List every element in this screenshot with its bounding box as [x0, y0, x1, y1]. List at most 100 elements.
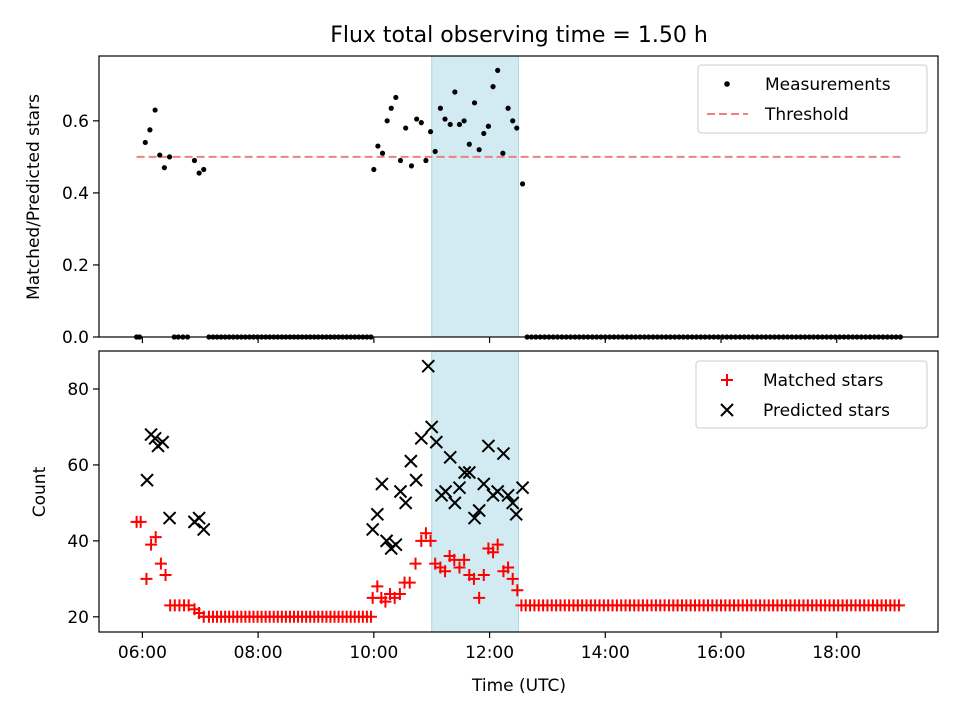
figure-title: Flux total observing time = 1.50 h — [330, 23, 708, 48]
predicted-star-point — [148, 431, 162, 446]
predicted-star-point — [398, 496, 413, 510]
y-tick-label: 60 — [67, 456, 89, 476]
legend-predicted-label: Predicted stars — [763, 401, 890, 421]
predicted-star-point — [477, 477, 491, 491]
top-x-ticks — [141, 337, 838, 343]
matched-star-point — [453, 561, 466, 574]
measurement-point — [437, 105, 443, 111]
predicted-star-point — [467, 511, 482, 525]
x-tick-label: 16:00 — [697, 643, 746, 663]
predicted-star-point — [370, 507, 385, 521]
measurement-point — [166, 154, 173, 160]
predicted-star-point — [162, 511, 177, 525]
predicted-star-point — [509, 507, 523, 521]
predicted-star-point — [496, 446, 511, 461]
predicted-star-point — [409, 473, 423, 487]
predicted-star-point — [515, 480, 530, 495]
matched-star-point — [892, 599, 905, 612]
top-y-axis-label: Matched/Predicted stars — [24, 94, 44, 300]
measurement-point — [371, 166, 377, 173]
legend-matched-marker — [721, 374, 733, 386]
y-tick-label: 80 — [67, 380, 89, 400]
measurement-point — [161, 165, 167, 171]
measurement-point — [432, 148, 438, 155]
bottom-y-axis-label: Count — [30, 466, 50, 517]
bottom-panel: 20 40 60 80 06:00 08:00 10:00 12:00 14:00 16:00 1… — [30, 350, 939, 696]
legend-measurements-label: Measurements — [765, 75, 891, 95]
measurement-point — [379, 150, 386, 156]
matched-star-point — [154, 557, 167, 570]
matched-star-point — [364, 610, 377, 623]
x-tick-label: 18:00 — [812, 643, 861, 663]
legend-threshold-label: Threshold — [764, 105, 849, 125]
matched-star-point — [145, 538, 158, 551]
predicted-star-point — [414, 431, 428, 446]
matched-star-point — [424, 534, 437, 547]
matched-star-point — [458, 553, 471, 566]
predicted-star-point — [393, 484, 408, 499]
predicted-star-point — [438, 484, 453, 499]
x-tick-label: 12:00 — [465, 643, 514, 663]
top-panel: 0.0 0.2 0.4 0.6 Matched/Predicted stars Mea… — [24, 55, 939, 348]
y-tick-label: 0.4 — [62, 184, 89, 204]
x-tick-label: 10:00 — [349, 643, 398, 663]
matched-star-point — [159, 569, 172, 582]
measurement-point — [505, 105, 511, 111]
measurement-point — [384, 118, 390, 124]
predicted-star-point — [501, 488, 515, 503]
y-tick-label: 0.2 — [62, 256, 89, 276]
measurement-point — [456, 121, 463, 128]
measurement-point — [500, 150, 506, 156]
matched-star-point — [491, 538, 504, 551]
measurement-point — [388, 105, 394, 111]
measurement-point — [142, 139, 148, 146]
y-tick-label: 0.0 — [62, 328, 89, 348]
matched-star-point — [467, 572, 480, 585]
matched-star-point — [409, 557, 422, 570]
predicted-star-point — [192, 511, 206, 525]
y-tick-label: 20 — [67, 608, 89, 628]
measurement-point — [157, 152, 163, 158]
matched-star-point — [197, 610, 210, 623]
measurement-point — [485, 123, 492, 129]
measurement-point — [461, 118, 467, 124]
matched-star-point — [419, 527, 432, 540]
measurement-point — [397, 157, 404, 164]
predicted-star-point — [421, 359, 435, 373]
predicted-star-point — [404, 454, 418, 468]
predicted-star-point — [443, 450, 457, 465]
measurement-point — [471, 100, 478, 106]
matched-star-point — [149, 531, 162, 544]
predicted-star-point — [481, 439, 496, 453]
measurement-point — [201, 166, 207, 173]
measurement-point — [152, 107, 158, 113]
predicted-star-point — [140, 473, 154, 487]
measurement-point — [452, 89, 458, 95]
bottom-legend: Matched stars Predicted stars — [695, 360, 928, 429]
measurement-point — [196, 170, 202, 176]
predicted-star-point — [457, 465, 472, 480]
measurement-point — [147, 127, 153, 133]
predicted-star-point — [452, 480, 467, 495]
legend-predicted-marker — [720, 403, 734, 417]
measurement-point — [476, 147, 482, 153]
legend-measurements-marker — [724, 81, 730, 87]
predicted-star-point — [490, 484, 505, 499]
measurement-point — [519, 181, 526, 187]
measurement-point — [375, 143, 381, 149]
predicted-star-point — [155, 435, 170, 449]
bottom-y-ticks: 20 40 60 80 — [67, 380, 99, 628]
top-legend: Measurements Threshold — [697, 64, 928, 134]
y-tick-label: 40 — [67, 532, 89, 552]
x-tick-label: 06:00 — [118, 643, 167, 663]
measurement-point — [481, 130, 487, 137]
predicted-star-point — [379, 534, 394, 548]
matched-star-point — [134, 515, 147, 528]
top-legend-box — [697, 64, 928, 134]
bottom-data-points — [130, 359, 905, 623]
y-tick-label: 0.6 — [62, 112, 89, 132]
measurement-point — [393, 94, 399, 101]
top-plot-frame — [98, 55, 939, 338]
predicted-star-point — [472, 503, 486, 518]
matched-star-point — [511, 584, 524, 597]
